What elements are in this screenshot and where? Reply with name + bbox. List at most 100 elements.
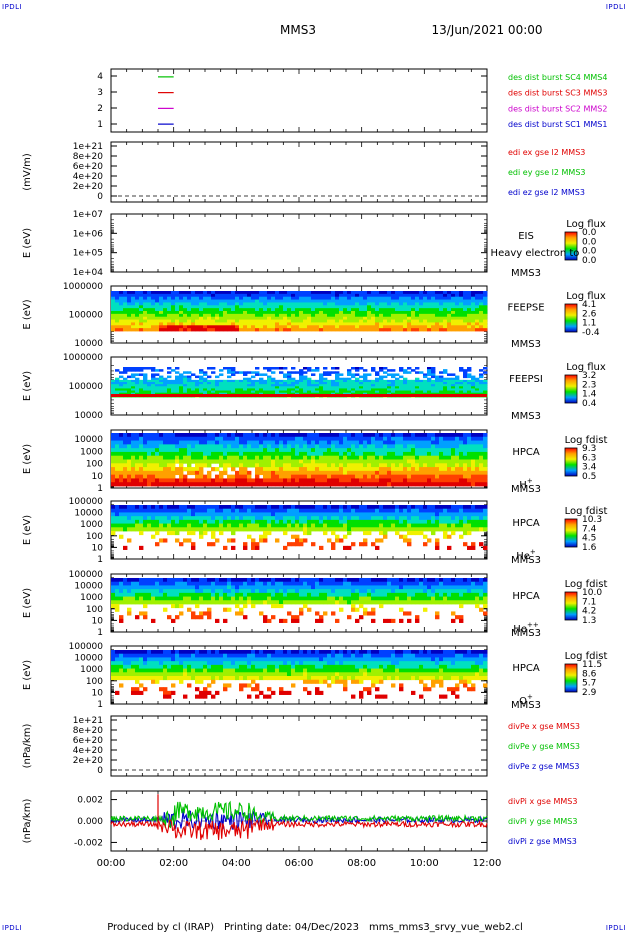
panel-hpca-h-cell xyxy=(111,455,116,460)
panel-feepse-cell xyxy=(295,328,300,332)
panel-feepse-cell xyxy=(287,293,292,298)
panel-feepse-cell xyxy=(355,296,360,300)
panel-hpca-h-cell xyxy=(443,467,448,472)
panel-feepsi-cell xyxy=(147,379,152,383)
panel-hpca-h-cell xyxy=(419,448,424,453)
panel-hpca-h-cell xyxy=(287,467,292,472)
panel-hpca-h-cell xyxy=(159,478,164,483)
panel-feepsi-cell xyxy=(375,371,380,374)
panel-feepsi-cell xyxy=(251,392,256,396)
panel-feepsi-cell xyxy=(479,392,484,396)
panel-hpca-h-cell xyxy=(363,448,368,453)
panel-hpca-h-cell xyxy=(143,459,148,464)
panel-feepse-cell xyxy=(375,328,380,332)
panel-feepse-cell xyxy=(319,316,324,320)
panel-hpca-h-cell xyxy=(207,470,212,476)
panel-hpca-h-cell xyxy=(379,470,384,476)
panel-hpca-he-cell xyxy=(235,505,240,510)
panel-feepse-cell xyxy=(415,291,420,295)
panel-hpca-h-cell xyxy=(463,467,468,472)
panel-feepsi-cell xyxy=(435,377,440,381)
panel-hpca-he-cell xyxy=(355,516,360,521)
panel-feepsi-cell xyxy=(167,375,172,379)
panel-hpca-h-cell xyxy=(311,440,316,445)
panel-feepse-cell xyxy=(135,313,140,318)
panel-hpca-h-cell xyxy=(279,436,284,441)
panel-feepse-cell xyxy=(375,296,380,300)
panel-hpca-he-cell xyxy=(239,512,244,517)
panel-feepse-cell xyxy=(323,311,328,315)
panel-feepse-cell xyxy=(307,325,312,329)
panel-feepse-cell xyxy=(275,325,280,329)
panel-feepse-cell xyxy=(123,291,128,295)
panel-feepsi-cell xyxy=(175,384,180,387)
panel-feepsi-cell xyxy=(319,373,324,376)
panel-hpca-he-cell xyxy=(251,505,256,510)
panel-hpca-he-cell xyxy=(183,527,188,532)
panel-feepse-cell xyxy=(291,293,296,298)
panel-feepse-cell xyxy=(235,322,240,326)
panel-feepse-cell xyxy=(447,325,452,329)
panel-feepse-cell xyxy=(231,328,236,332)
panel-feepse-cell xyxy=(135,322,140,326)
panel-hpca-he-cell xyxy=(179,516,184,521)
panel-hpca-h-cell xyxy=(367,440,372,445)
panel-hpca-h-cell xyxy=(131,448,136,453)
panel-hpca-h-cell xyxy=(299,448,304,453)
panel-feepsi-cell xyxy=(263,382,268,385)
panel-feepsi-cell xyxy=(219,369,224,372)
panel-feepse-cell xyxy=(223,325,228,329)
panel-hpca-h-cell xyxy=(483,433,488,438)
panel-hpca-h-cell xyxy=(363,470,368,476)
panel-hpca-he-cell xyxy=(295,508,300,513)
panel-hpca-h-cell xyxy=(479,451,484,457)
panel-feepsi-cell xyxy=(219,384,224,387)
panel-feepsi-cell xyxy=(359,379,364,383)
panel-feepsi-cell xyxy=(439,384,444,387)
panel-hpca-he-cell xyxy=(147,508,152,513)
panel-hpca-h-cell xyxy=(251,444,256,449)
panel-hpca-h-cell xyxy=(279,440,284,445)
panel-feepsi-cell xyxy=(323,386,328,389)
panel-feepse-cell xyxy=(239,308,244,312)
panel-hpca-h-cell xyxy=(351,448,356,453)
panel-feepsi-cell xyxy=(155,382,160,385)
panel-feepse-cell xyxy=(387,319,392,323)
panel-feepse-cell xyxy=(187,322,192,326)
panel-feepse-cell xyxy=(323,305,328,309)
panel-feepsi-cell xyxy=(307,392,312,396)
panel-hpca-h-cell xyxy=(167,448,172,453)
panel-hpca-h-cell xyxy=(275,455,280,460)
panel-hpca-he-cell xyxy=(291,523,296,528)
panel-hpca-h-cell xyxy=(359,482,364,487)
panel-feepse-cell xyxy=(267,313,272,318)
panel-hpca-h-cell xyxy=(119,470,124,476)
panel-feepsi-cell xyxy=(131,386,136,389)
panel-hpca-h-colorbar-tick: 0.5 xyxy=(582,472,596,482)
panel-feepse-cell xyxy=(431,319,436,323)
panel-hpca-h-cell xyxy=(439,467,444,472)
panel-feepsi-cell xyxy=(387,386,392,389)
panel-feepse-cell xyxy=(151,322,156,326)
panel-hpca-he-cell xyxy=(339,523,344,528)
panel-feepse-cell xyxy=(463,302,468,306)
panel-hpca-h-cell xyxy=(203,436,208,441)
panel-hpca-h-cell xyxy=(119,463,124,468)
panel-feepse-cell xyxy=(227,316,232,320)
panel-feepse-cell xyxy=(131,305,136,309)
panel-feepse-cell xyxy=(259,319,264,323)
panel-hpca-h-cell xyxy=(151,474,156,479)
panel-feepse-cell xyxy=(455,296,460,300)
panel-feepse-cell xyxy=(199,325,204,329)
panel-hpca-he-cell xyxy=(383,523,388,528)
panel-hpca-he-cell xyxy=(323,508,328,513)
panel-feepsi-cell xyxy=(471,390,476,394)
panel-hpca-h-cell xyxy=(371,474,376,479)
panel-feepsi-cell xyxy=(351,386,356,389)
panel-feepse-cell xyxy=(347,313,352,318)
panel-hpca-h-cell xyxy=(443,451,448,457)
panel-feepsi-cell xyxy=(483,382,488,385)
panel-feepse-cell xyxy=(279,296,284,300)
panel-feepse-cell xyxy=(411,296,416,300)
panel-hpca-he-cell xyxy=(331,531,336,536)
